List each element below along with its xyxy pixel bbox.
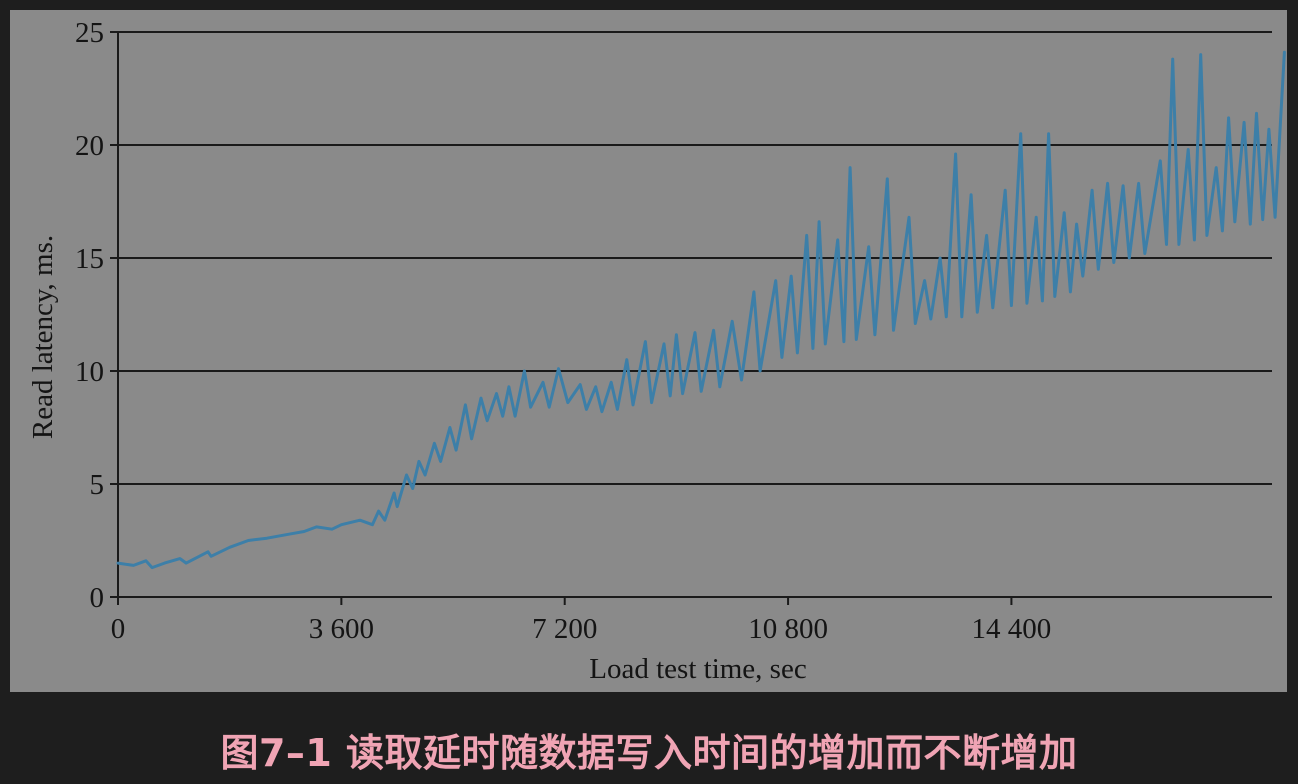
x-tick-label: 10 800 xyxy=(748,613,828,645)
series-line-read-latency xyxy=(116,50,1286,570)
gridlines xyxy=(117,31,1272,598)
y-axis-title: Read latency, ms. xyxy=(27,235,59,439)
y-tick-label: 10 xyxy=(75,356,104,388)
y-tick-label: 5 xyxy=(90,469,105,501)
y-tick-label: 25 xyxy=(75,17,104,49)
y-tick-label: 20 xyxy=(75,130,104,162)
chart-panel: 0 5 10 15 20 25 0 3 600 7 200 10 800 14 400 Load … xyxy=(10,10,1287,692)
x-axis-title: Load test time, sec xyxy=(589,653,806,685)
y-axis-ticks: 0 5 10 15 20 25 xyxy=(75,17,118,614)
y-tick-label: 15 xyxy=(75,243,104,275)
x-axis-ticks: 0 3 600 7 200 10 800 14 400 xyxy=(111,597,1052,645)
y-tick-label: 0 xyxy=(90,582,105,614)
line-chart: 0 5 10 15 20 25 0 3 600 7 200 10 800 14 400 Load … xyxy=(27,17,1286,685)
x-tick-label: 14 400 xyxy=(972,613,1052,645)
x-tick-label: 3 600 xyxy=(309,613,374,645)
x-tick-label: 0 xyxy=(111,613,126,645)
x-tick-label: 7 200 xyxy=(532,613,597,645)
figure-caption: 图7–1 读取延时随数据写入时间的增加而不断增加 xyxy=(220,731,1078,775)
series-layer xyxy=(116,50,1286,570)
